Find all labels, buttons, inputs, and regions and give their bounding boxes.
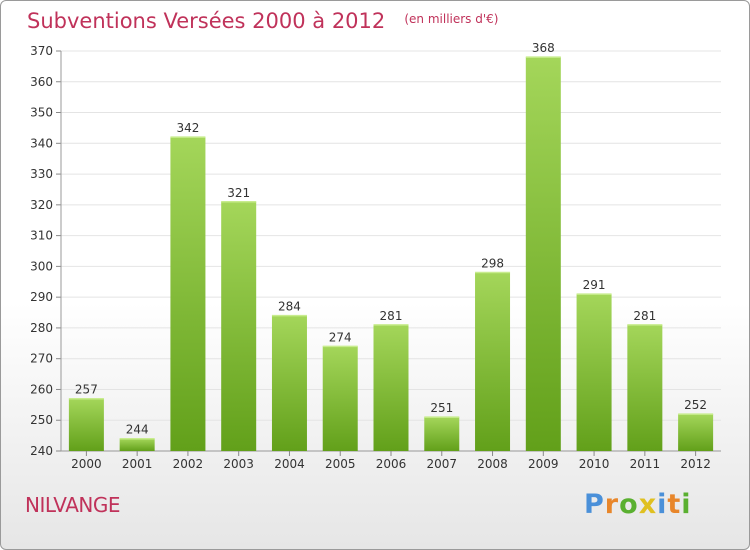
y-tick-label: 310 xyxy=(30,229,53,243)
data-label: 291 xyxy=(583,278,606,292)
data-label: 252 xyxy=(684,398,707,412)
bar xyxy=(525,57,561,452)
logo-letter: o xyxy=(619,489,639,520)
data-label: 257 xyxy=(75,383,98,397)
logo-letter: i xyxy=(681,489,692,520)
proxiti-logo: Proxiti xyxy=(584,489,692,520)
logo-letter: x xyxy=(638,489,658,520)
x-tick-label: 2011 xyxy=(630,457,661,471)
y-tick-label: 250 xyxy=(30,413,53,427)
x-tick-label: 2002 xyxy=(173,457,204,471)
y-tick-label: 260 xyxy=(30,382,53,396)
x-tick-label: 2004 xyxy=(274,457,305,471)
y-tick-label: 320 xyxy=(30,198,53,212)
bar xyxy=(221,201,257,451)
x-tick-label: 2010 xyxy=(579,457,610,471)
y-tick-label: 270 xyxy=(30,352,53,366)
bar xyxy=(322,346,358,451)
data-label: 368 xyxy=(532,41,555,55)
data-label: 281 xyxy=(633,309,656,323)
y-tick-label: 290 xyxy=(30,290,53,304)
x-tick-label: 2003 xyxy=(223,457,254,471)
bar xyxy=(170,137,206,451)
y-tick-label: 240 xyxy=(30,444,53,458)
data-label: 284 xyxy=(278,300,301,314)
y-tick-label: 370 xyxy=(30,44,53,58)
x-tick-label: 2000 xyxy=(71,457,102,471)
y-tick-label: 350 xyxy=(30,106,53,120)
x-tick-label: 2005 xyxy=(325,457,356,471)
bar xyxy=(678,414,714,451)
bar xyxy=(119,438,155,451)
x-tick-label: 2009 xyxy=(528,457,559,471)
logo-letter: t xyxy=(667,489,682,520)
data-label: 274 xyxy=(329,330,352,344)
bar xyxy=(475,272,511,451)
x-tick-label: 2001 xyxy=(122,457,153,471)
bar xyxy=(271,315,307,451)
chart-subtitle: (en milliers d'€) xyxy=(404,12,499,26)
bar xyxy=(373,324,409,451)
y-tick-label: 360 xyxy=(30,75,53,89)
logo-letter: i xyxy=(657,489,668,520)
data-label: 342 xyxy=(176,121,199,135)
data-label: 251 xyxy=(430,401,453,415)
chart-header: Subventions Versées 2000 à 2012 (en mill… xyxy=(27,9,498,33)
logo-letter: r xyxy=(604,489,620,520)
y-tick-label: 330 xyxy=(30,167,53,181)
x-tick-label: 2012 xyxy=(680,457,711,471)
data-label: 321 xyxy=(227,186,250,200)
y-tick-label: 340 xyxy=(30,136,53,150)
x-tick-label: 2006 xyxy=(376,457,407,471)
logo-letter: P xyxy=(584,489,605,520)
data-label: 281 xyxy=(380,309,403,323)
chart-title: Subventions Versées 2000 à 2012 xyxy=(27,9,386,33)
y-tick-label: 300 xyxy=(30,259,53,273)
data-label: 298 xyxy=(481,257,504,271)
bar xyxy=(576,294,612,451)
x-tick-label: 2008 xyxy=(477,457,508,471)
bar xyxy=(68,398,104,451)
y-tick-label: 280 xyxy=(30,321,53,335)
location-name: NILVANGE xyxy=(25,493,120,517)
data-label: 244 xyxy=(126,423,149,437)
x-tick-label: 2007 xyxy=(426,457,457,471)
bar xyxy=(424,417,460,451)
bar xyxy=(627,324,663,451)
